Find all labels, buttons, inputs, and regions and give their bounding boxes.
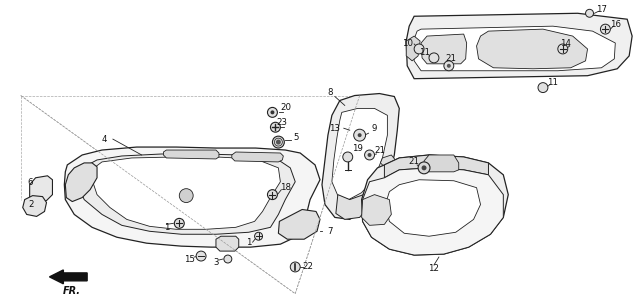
Text: 8: 8: [327, 88, 333, 97]
Polygon shape: [406, 36, 420, 61]
Text: 14: 14: [560, 39, 572, 47]
Circle shape: [276, 140, 281, 144]
Polygon shape: [362, 155, 508, 255]
Text: 11: 11: [547, 78, 558, 87]
Polygon shape: [421, 34, 467, 64]
Circle shape: [271, 122, 280, 132]
Text: 3: 3: [213, 258, 219, 267]
Circle shape: [538, 83, 548, 92]
Polygon shape: [278, 210, 320, 239]
Circle shape: [196, 251, 206, 261]
Polygon shape: [385, 180, 481, 236]
Polygon shape: [23, 196, 47, 216]
Polygon shape: [336, 195, 367, 219]
Circle shape: [429, 53, 439, 63]
Polygon shape: [424, 155, 459, 172]
Circle shape: [558, 44, 568, 54]
Circle shape: [291, 262, 300, 272]
Polygon shape: [216, 236, 239, 251]
Text: 20: 20: [281, 103, 292, 112]
Circle shape: [354, 129, 365, 141]
Text: 23: 23: [277, 118, 288, 127]
Circle shape: [600, 24, 611, 34]
Polygon shape: [477, 29, 588, 69]
Text: 1: 1: [164, 223, 169, 232]
Polygon shape: [78, 154, 295, 234]
Circle shape: [255, 232, 262, 240]
Circle shape: [414, 44, 424, 54]
FancyArrow shape: [49, 270, 87, 284]
Polygon shape: [362, 195, 391, 225]
Polygon shape: [406, 13, 632, 79]
Circle shape: [418, 162, 430, 174]
Text: 17: 17: [596, 5, 607, 14]
Circle shape: [174, 218, 184, 228]
Text: 21: 21: [408, 157, 420, 166]
Text: 21: 21: [374, 146, 385, 155]
Polygon shape: [65, 147, 320, 247]
Polygon shape: [380, 155, 396, 167]
Text: 15: 15: [184, 255, 195, 263]
Text: 10: 10: [402, 39, 413, 48]
Circle shape: [422, 165, 426, 170]
Polygon shape: [322, 94, 399, 219]
Polygon shape: [363, 168, 503, 255]
Text: 1: 1: [246, 238, 252, 247]
Polygon shape: [414, 26, 615, 71]
Polygon shape: [29, 176, 52, 202]
Text: 22: 22: [303, 263, 314, 271]
Polygon shape: [332, 108, 387, 200]
Text: 13: 13: [330, 124, 340, 133]
Circle shape: [273, 136, 284, 148]
Text: 16: 16: [610, 20, 621, 29]
Text: 5: 5: [294, 132, 299, 142]
Circle shape: [447, 64, 451, 68]
Circle shape: [271, 110, 275, 114]
Text: 12: 12: [428, 264, 440, 274]
Circle shape: [365, 150, 374, 160]
Text: 6: 6: [27, 178, 33, 187]
Polygon shape: [65, 163, 97, 202]
Text: 7: 7: [327, 227, 333, 236]
Text: FR.: FR.: [63, 286, 81, 296]
Text: 4: 4: [101, 135, 107, 144]
Circle shape: [179, 189, 193, 203]
Circle shape: [358, 133, 362, 137]
Circle shape: [586, 9, 593, 17]
Polygon shape: [232, 152, 284, 162]
Circle shape: [224, 255, 232, 263]
Text: 21: 21: [445, 54, 456, 63]
Text: 18: 18: [280, 183, 291, 192]
Polygon shape: [385, 155, 488, 178]
Text: 9: 9: [372, 124, 377, 133]
Text: 11: 11: [419, 48, 429, 58]
Circle shape: [268, 107, 277, 117]
Circle shape: [268, 190, 277, 200]
Circle shape: [343, 152, 353, 162]
Circle shape: [444, 61, 454, 71]
Text: 2: 2: [28, 200, 33, 209]
Polygon shape: [163, 150, 219, 159]
Polygon shape: [92, 157, 280, 229]
Text: 19: 19: [352, 144, 363, 153]
Circle shape: [367, 153, 372, 157]
